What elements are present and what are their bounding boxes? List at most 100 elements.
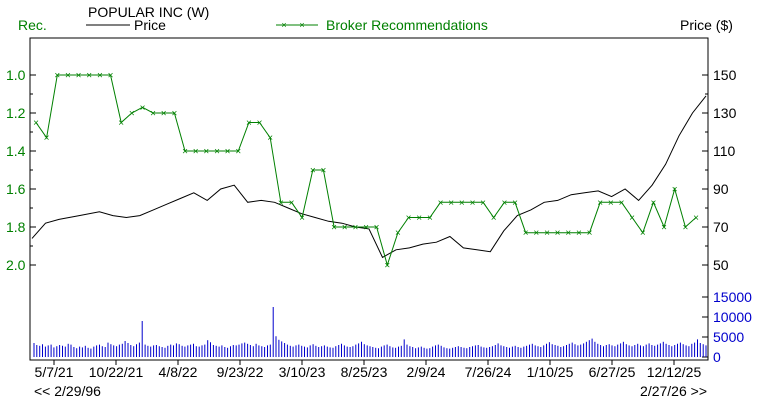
x-tick-label: 5/7/21 — [35, 364, 74, 380]
broker-marker: × — [267, 133, 273, 144]
broker-marker: × — [416, 213, 422, 224]
price-legend-label: Price — [134, 17, 166, 33]
broker-marker: × — [193, 147, 199, 158]
rec-tick-label: 1.8 — [6, 219, 26, 235]
rec-tick-label: 1.4 — [6, 143, 26, 159]
broker-marker: × — [587, 228, 593, 239]
broker-marker: × — [171, 109, 177, 120]
x-tick-label: 3/10/23 — [279, 364, 326, 380]
x-tick-label: 2/9/24 — [407, 364, 446, 380]
broker-marker: × — [491, 213, 497, 224]
broker-marker: × — [640, 228, 646, 239]
broker-marker: × — [470, 198, 476, 209]
broker-marker: × — [672, 185, 678, 196]
broker-marker: × — [320, 166, 326, 177]
broker-marker: × — [448, 198, 454, 209]
x-axis: 5/7/21 10/22/21 4/8/22 9/23/22 3/10/23 8/25/2… — [35, 360, 702, 380]
broker-marker: × — [86, 71, 92, 82]
volume-tick-label: 5000 — [713, 329, 744, 345]
chart-title: POPULAR INC (W) — [88, 4, 209, 20]
broker-marker: × — [512, 198, 518, 209]
broker-marker: × — [33, 118, 39, 129]
broker-marker: × — [629, 213, 635, 224]
broker-marker: × — [54, 71, 60, 82]
price-tick-label: 130 — [713, 105, 737, 121]
broker-marker: × — [619, 198, 625, 209]
rec-tick-label: 2.0 — [6, 257, 26, 273]
broker-marker: × — [427, 213, 433, 224]
rec-tick-label: 1.0 — [6, 67, 26, 83]
broker-marker: × — [150, 109, 156, 120]
broker-marker: × — [65, 71, 71, 82]
broker-marker: × — [97, 71, 103, 82]
broker-marker: × — [257, 118, 263, 129]
x-tick-label: 9/23/22 — [217, 364, 264, 380]
broker-marker: × — [501, 198, 507, 209]
broker-marker: × — [118, 118, 124, 129]
x-tick-label: 6/27/25 — [589, 364, 636, 380]
broker-marker: × — [331, 223, 337, 234]
svg-text:×: × — [299, 20, 304, 30]
broker-marker: × — [246, 118, 252, 129]
broker-marker: × — [693, 213, 699, 224]
broker-marker: × — [235, 147, 241, 158]
rec-axis: 1.0 1.2 1.4 1.6 1.8 2.0 — [6, 67, 36, 273]
broker-marker: × — [438, 198, 444, 209]
broker-marker: × — [555, 228, 561, 239]
broker-marker: × — [544, 228, 550, 239]
range-start-label: << 2/29/96 — [34, 383, 101, 399]
volume-tick-label: 15000 — [713, 289, 752, 305]
broker-marker: × — [533, 228, 539, 239]
broker-marker: × — [406, 213, 412, 224]
broker-marker: × — [182, 147, 188, 158]
broker-marker: × — [576, 228, 582, 239]
broker-marker: × — [565, 228, 571, 239]
volume-tick-label: 10000 — [713, 309, 752, 325]
broker-legend-label: Broker Recommendations — [326, 17, 488, 33]
broker-series: × × × × × × × × × × × × × × × × × × × × × × × × × × × × × × × × × × × × × × × ×… — [33, 71, 699, 272]
price-tick-label: 110 — [713, 143, 736, 159]
left-axis-label: Rec. — [18, 17, 47, 33]
broker-marker: × — [650, 198, 656, 209]
broker-marker: × — [161, 109, 167, 120]
broker-marker: × — [682, 223, 688, 234]
volume-axis: 15000 10000 5000 0 — [702, 289, 752, 365]
price-axis: 150 130 110 90 70 50 — [702, 67, 737, 273]
broker-marker: × — [108, 71, 114, 82]
broker-marker: × — [203, 147, 209, 158]
broker-marker: × — [608, 198, 614, 209]
right-axis-label: Price ($) — [680, 17, 733, 33]
broker-marker: × — [289, 198, 295, 209]
broker-marker: × — [374, 223, 380, 234]
price-series — [31, 95, 707, 259]
broker-marker: × — [661, 223, 667, 234]
price-tick-label: 70 — [713, 219, 729, 235]
broker-marker: × — [384, 261, 390, 272]
broker-marker: × — [140, 103, 146, 114]
price-tick-label: 90 — [713, 181, 729, 197]
broker-marker: × — [395, 228, 401, 239]
rec-tick-label: 1.6 — [6, 181, 26, 197]
broker-marker: × — [76, 71, 82, 82]
broker-marker: × — [480, 198, 486, 209]
broker-marker: × — [225, 147, 231, 158]
volume-tick-label: 0 — [713, 349, 721, 365]
price-line — [31, 95, 707, 259]
broker-marker: × — [299, 213, 305, 224]
plot-frame — [29, 37, 709, 361]
x-tick-label: 12/12/25 — [647, 364, 702, 380]
broker-marker: × — [342, 223, 348, 234]
broker-marker: × — [129, 109, 135, 120]
broker-legend-swatch: × × — [276, 20, 318, 30]
broker-marker: × — [278, 198, 284, 209]
broker-line — [35, 74, 697, 267]
x-tick-label: 7/26/24 — [465, 364, 512, 380]
broker-marker: × — [44, 133, 50, 144]
price-tick-label: 150 — [713, 67, 737, 83]
range-end-label: 2/27/26 >> — [640, 383, 707, 399]
broker-marker: × — [363, 223, 369, 234]
x-tick-label: 4/8/22 — [159, 364, 198, 380]
x-tick-label: 1/10/25 — [527, 364, 574, 380]
volume-series — [33, 307, 707, 357]
